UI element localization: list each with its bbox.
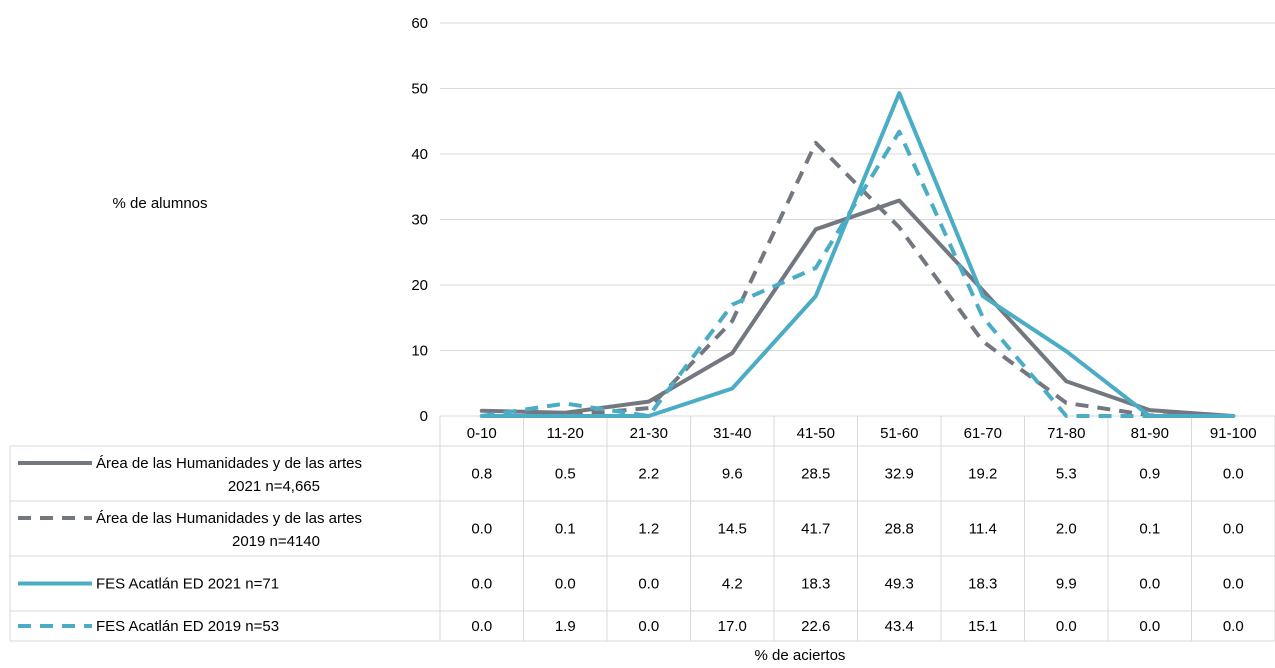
data-label: 0.1 (555, 521, 576, 538)
series-line-3 (479, 91, 1236, 418)
x-axis-label: % de aciertos (754, 647, 846, 664)
x-tick-label: 11-20 (547, 425, 584, 442)
data-label: 18.3 (801, 576, 830, 593)
y-tick-label: 40 (411, 146, 428, 163)
data-label: 0.0 (1223, 521, 1244, 538)
data-label: 1.2 (638, 521, 659, 538)
y-tick-label: 20 (411, 277, 428, 294)
data-label: 0.0 (638, 618, 659, 635)
series-line-2 (481, 140, 1234, 418)
x-tick-label: 41-50 (797, 425, 835, 442)
y-tick-label: 10 (411, 343, 428, 360)
data-label: 18.3 (968, 576, 997, 593)
data-label: 14.5 (718, 521, 747, 538)
data-label: 28.8 (885, 521, 914, 538)
data-label: 15.1 (968, 618, 997, 635)
data-label: 0.0 (638, 576, 659, 593)
data-label: 22.6 (801, 618, 830, 635)
data-label: 49.3 (885, 576, 914, 593)
data-label: 5.3 (1056, 466, 1077, 483)
data-label: 0.1 (1139, 521, 1160, 538)
data-label: 2.2 (638, 466, 659, 483)
y-tick-label: 30 (411, 212, 428, 229)
data-label: 0.0 (1223, 466, 1244, 483)
series-line-4 (481, 129, 1234, 418)
data-label: 0.0 (471, 576, 492, 593)
data-label: 28.5 (801, 466, 830, 483)
data-label: 0.8 (471, 466, 492, 483)
series-name-2: Área de las Humanidades y de las artes (96, 510, 362, 527)
data-label: 32.9 (885, 466, 914, 483)
data-label: 17.0 (718, 618, 747, 635)
data-label: 0.0 (1223, 576, 1244, 593)
data-label: 0.5 (555, 466, 576, 483)
data-label: 2.0 (1056, 521, 1077, 538)
data-label: 0.0 (555, 576, 576, 593)
series-name-4: FES Acatlán ED 2019 n=53 (96, 618, 279, 635)
x-tick-label: 31-40 (713, 425, 751, 442)
y-tick-label: 0 (420, 408, 428, 425)
y-tick-label: 60 (411, 15, 428, 32)
data-label: 0.0 (471, 521, 492, 538)
data-label: 9.9 (1056, 576, 1077, 593)
data-label: 41.7 (801, 521, 830, 538)
x-tick-label: 61-70 (964, 425, 1002, 442)
data-label: 4.2 (722, 576, 743, 593)
series-name-3: FES Acatlán ED 2021 n=71 (96, 576, 279, 593)
series-name-1: Área de las Humanidades y de las artes (96, 455, 362, 472)
data-label: 0.0 (1223, 618, 1244, 635)
data-label: 0.0 (1139, 576, 1160, 593)
x-tick-label: 0-10 (467, 425, 497, 442)
data-label: 1.9 (555, 618, 576, 635)
x-tick-label: 51-60 (880, 425, 918, 442)
data-label: 11.4 (969, 521, 997, 538)
y-tick-label: 50 (411, 81, 428, 98)
y-axis-label: % de alumnos (112, 195, 208, 212)
data-label: 0.9 (1139, 466, 1160, 483)
data-label: 43.4 (885, 618, 914, 635)
x-tick-label: 91-100 (1210, 425, 1257, 442)
data-label: 0.0 (1056, 618, 1077, 635)
data-label: 0.0 (471, 618, 492, 635)
x-tick-label: 81-90 (1131, 425, 1169, 442)
x-tick-label: 21-30 (630, 425, 668, 442)
x-tick-label: 71-80 (1047, 425, 1085, 442)
data-label: 9.6 (722, 466, 743, 483)
series-name-1-line2: 2021 n=4,665 (228, 478, 320, 495)
series-line-1 (479, 198, 1236, 418)
data-label: 0.0 (1139, 618, 1160, 635)
data-label: 19.2 (968, 466, 997, 483)
series-name-2-line2: 2019 n=4140 (232, 533, 320, 550)
